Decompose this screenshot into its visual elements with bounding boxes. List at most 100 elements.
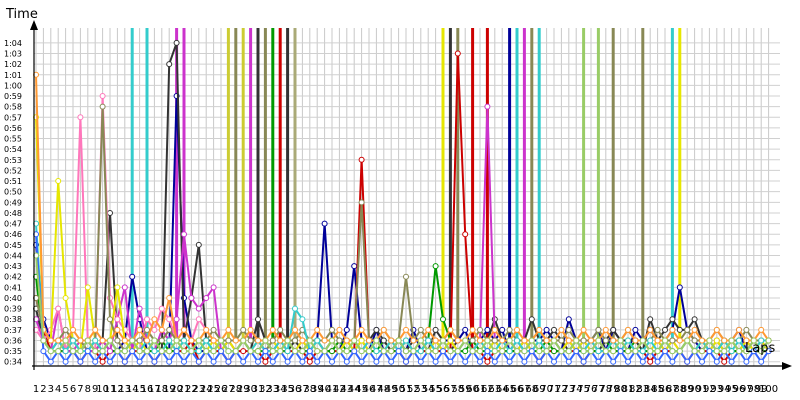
series-point-6 [195, 316, 202, 323]
series-point-10 [432, 337, 439, 344]
series-point-12 [321, 348, 328, 355]
series-point-11 [639, 358, 646, 365]
series-point-9 [639, 348, 646, 355]
series-point-12 [699, 348, 705, 355]
series-point-12 [107, 337, 113, 344]
series-point-11 [329, 358, 335, 365]
series-point-12 [247, 348, 254, 355]
series-point-12 [610, 348, 617, 355]
series-point-12 [188, 348, 195, 355]
series-point-5 [210, 284, 217, 291]
series-point-11 [92, 358, 99, 365]
y-tick-label: 0:57 [4, 113, 22, 122]
series-point-12 [617, 337, 624, 344]
series-point-8 [240, 326, 247, 333]
series-point-2 [358, 156, 365, 163]
x-tick-label: 39 [311, 384, 324, 395]
series-point-12 [580, 348, 587, 355]
series-point-10 [499, 337, 506, 344]
x-tick-label: 25 [207, 384, 220, 395]
series-point-7 [55, 178, 62, 185]
series-point-10 [743, 337, 750, 344]
series-point-4 [669, 316, 676, 323]
series-point-11 [269, 358, 276, 365]
x-tick-label: 64 [496, 384, 509, 395]
series-point-10 [188, 337, 195, 344]
series-point-10 [181, 326, 187, 333]
x-tick-label: 28 [229, 384, 242, 395]
y-tick-label: 0:36 [4, 336, 22, 345]
series-point-11 [432, 358, 439, 365]
x-tick-label: 63 [488, 384, 501, 395]
series-point-5 [136, 305, 143, 312]
series-point-12 [121, 348, 128, 355]
series-point-12 [144, 348, 150, 355]
series-point-4 [610, 326, 617, 333]
y-tick-label: 1:04 [4, 39, 22, 48]
series-point-12 [565, 348, 572, 355]
y-tick-label: 1:01 [4, 71, 22, 80]
series-point-10 [292, 326, 298, 333]
series-point-12 [306, 337, 313, 344]
x-tick-label: 69 [533, 384, 546, 395]
x-tick-label: 32 [259, 384, 272, 395]
x-tick-label: 55 [429, 384, 442, 395]
series-point-2 [454, 50, 461, 57]
series-point-11 [750, 348, 757, 355]
series-point-9 [181, 337, 187, 344]
series-point-11 [284, 358, 291, 365]
series-point-8 [247, 337, 254, 344]
series-point-12 [218, 337, 224, 344]
x-tick-label: 76 [585, 384, 598, 395]
series-point-10 [321, 337, 328, 344]
x-tick-label: 75 [577, 384, 590, 395]
series-point-10 [669, 326, 676, 333]
series-point-3 [432, 263, 439, 270]
series-point-12 [225, 348, 232, 355]
series-point-10 [121, 337, 128, 344]
series-point-12 [425, 348, 432, 355]
series-point-9 [314, 337, 321, 344]
series-point-12 [284, 337, 291, 344]
series-point-4 [662, 326, 668, 333]
series-point-9 [425, 337, 432, 344]
series-point-12 [654, 348, 661, 355]
series-point-12 [543, 348, 550, 355]
series-point-2 [262, 358, 269, 365]
y-tick-label: 0:39 [4, 305, 22, 314]
series-point-10 [477, 337, 483, 344]
series-point-12 [181, 348, 187, 355]
series-point-8 [691, 337, 698, 344]
series-point-9 [292, 305, 298, 312]
series-point-2 [721, 358, 728, 365]
series-point-10 [410, 337, 417, 344]
series-point-12 [55, 348, 62, 355]
x-tick-label: 51 [400, 384, 413, 395]
series-point-4 [528, 316, 535, 323]
series-point-9 [758, 337, 765, 344]
y-tick-label: 0:42 [4, 273, 22, 282]
series-point-8 [491, 337, 498, 344]
series-point-12 [336, 348, 343, 355]
series-point-7 [358, 337, 365, 344]
series-point-11 [580, 358, 587, 365]
series-point-5 [173, 316, 180, 323]
series-point-10 [699, 337, 705, 344]
x-tick-label: 66 [511, 384, 524, 395]
series-point-12 [647, 348, 654, 355]
series-line-8 [35, 105, 769, 353]
series-point-10 [654, 337, 661, 344]
series-point-11 [758, 358, 765, 365]
series-point-1 [462, 326, 469, 333]
x-tick-label: 71 [548, 384, 561, 395]
series-point-12 [743, 348, 750, 355]
series-point-11 [47, 358, 54, 365]
series-point-10 [602, 326, 609, 333]
series-point-1 [321, 220, 328, 227]
series-point-10 [610, 337, 617, 344]
series-point-4 [195, 241, 202, 248]
series-point-12 [92, 348, 99, 355]
x-tick-label: 56 [437, 384, 450, 395]
series-point-11 [373, 358, 380, 365]
